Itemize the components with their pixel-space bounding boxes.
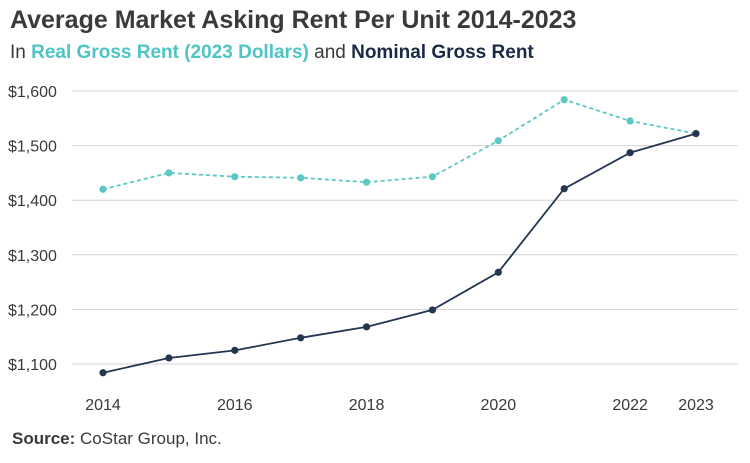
series-group xyxy=(99,96,700,377)
nominal-rent-point xyxy=(231,346,239,354)
nominal-rent-point xyxy=(99,369,107,377)
x-tick-label: 2014 xyxy=(85,397,121,414)
real-rent-point xyxy=(362,178,371,186)
real-rent-line xyxy=(102,98,697,191)
nominal-rent-point xyxy=(165,354,173,362)
nominal-rent-point xyxy=(692,129,700,138)
nominal-rent-point xyxy=(362,323,371,331)
real-rent-point xyxy=(494,137,502,145)
real-rent-point xyxy=(165,169,173,177)
x-tick-label: 2023 xyxy=(678,397,714,414)
source-text: CoStar Group, Inc. xyxy=(75,429,222,448)
chart-subtitle: In Real Gross Rent (2023 Dollars) and No… xyxy=(10,42,534,64)
nominal-rent-point xyxy=(297,334,305,342)
source-label: Source: xyxy=(12,429,76,448)
nominal-rent-line xyxy=(102,132,697,374)
real-rent-point xyxy=(99,185,107,193)
subtitle-prefix: In xyxy=(10,42,32,63)
real-rent-point xyxy=(626,117,634,125)
x-axis-ticks: 2014 2016 2018 2020 2022 2023 xyxy=(85,397,714,414)
real-rent-point xyxy=(297,174,305,182)
real-rent-point xyxy=(231,173,239,181)
x-tick-label: 2018 xyxy=(349,397,385,414)
x-tick-label: 2016 xyxy=(217,397,253,414)
y-tick-label: $1,600 xyxy=(8,84,57,101)
y-tick-label: $1,300 xyxy=(8,248,57,265)
y-tick-label: $1,200 xyxy=(8,302,57,319)
nominal-rent-point xyxy=(494,268,502,276)
nominal-rent-point xyxy=(560,185,568,193)
nominal-rent-point xyxy=(626,149,634,157)
y-axis-ticks: $1,600 $1,500 $1,400 $1,300 $1,200 $1,100 xyxy=(8,84,57,374)
real-rent-point xyxy=(560,96,568,104)
y-tick-label: $1,500 xyxy=(8,139,57,156)
chart-title: Average Market Asking Rent Per Unit 2014… xyxy=(10,6,577,34)
gridlines xyxy=(72,90,738,365)
subtitle-real-label: Real Gross Rent (2023 Dollars) xyxy=(31,42,309,63)
x-tick-label: 2022 xyxy=(612,397,648,414)
y-tick-label: $1,100 xyxy=(8,357,57,374)
subtitle-nominal-label: Nominal Gross Rent xyxy=(351,42,534,63)
source-note: Source: CoStar Group, Inc. xyxy=(12,429,222,449)
x-tick-label: 2020 xyxy=(481,397,517,414)
real-rent-point xyxy=(428,173,437,181)
y-tick-label: $1,400 xyxy=(8,193,57,210)
nominal-rent-point xyxy=(428,306,437,314)
subtitle-middle: and xyxy=(308,42,352,63)
